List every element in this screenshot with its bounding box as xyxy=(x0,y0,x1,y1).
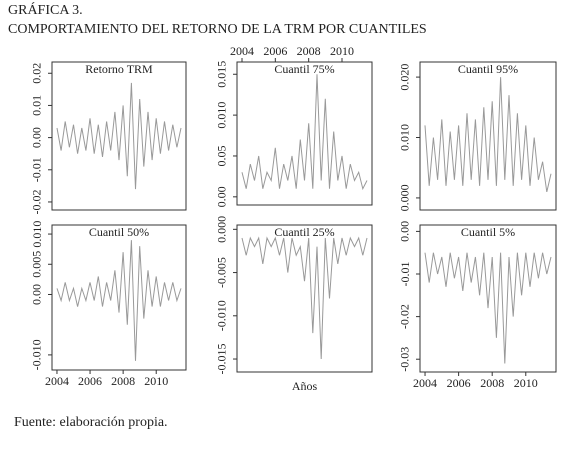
y-tick-label: 0.000 xyxy=(215,216,229,243)
panel-frame xyxy=(51,61,187,211)
y-tick-label: 0.00 xyxy=(30,127,44,148)
x-tick-label: 2006 xyxy=(263,44,287,58)
panel-title: Cuantil 25% xyxy=(274,225,334,239)
y-tick-label: 0.010 xyxy=(398,124,412,151)
series-line xyxy=(56,82,182,190)
y-tick-label: 0.02 xyxy=(30,63,44,84)
panel-frame xyxy=(419,224,557,373)
y-tick-label: -0.02 xyxy=(398,304,412,329)
panel-frame xyxy=(419,61,557,211)
y-tick-label: -0.01 xyxy=(30,157,44,182)
x-tick-label: 2006 xyxy=(78,374,102,388)
panel-title: Cuantil 95% xyxy=(458,62,518,76)
y-tick-label: 0.015 xyxy=(215,61,229,88)
y-tick-label: 0.010 xyxy=(215,102,229,129)
x-axis-label: Años xyxy=(292,379,318,393)
panel-title: Cuantil 5% xyxy=(461,225,515,239)
y-tick-label: -0.01 xyxy=(398,262,412,287)
figure-number: GRÁFICA 3. xyxy=(8,1,83,18)
source-note: Fuente: elaboración propia. xyxy=(14,415,168,430)
y-tick-label: 0.000 xyxy=(398,184,412,211)
x-tick-label: 2004 xyxy=(230,44,254,58)
panel-frame xyxy=(51,224,187,371)
y-tick-label: 0.020 xyxy=(398,64,412,91)
x-tick-label: 2010 xyxy=(514,376,538,390)
x-tick-label: 2010 xyxy=(144,374,168,388)
y-tick-label: -0.010 xyxy=(30,339,44,370)
y-tick-label: 0.00 xyxy=(215,186,229,207)
series-line xyxy=(241,74,368,191)
series-line xyxy=(241,236,368,360)
y-tick-label: -0.010 xyxy=(215,300,229,331)
panel-title: Retorno TRM xyxy=(85,62,153,76)
x-tick-label: 2004 xyxy=(413,376,437,390)
y-tick-label: 0.00 xyxy=(30,284,44,305)
x-tick-label: 2008 xyxy=(111,374,135,388)
series-line xyxy=(424,77,552,193)
y-tick-label: 0.00 xyxy=(398,221,412,242)
x-tick-label: 2008 xyxy=(297,44,321,58)
x-tick-label: 2006 xyxy=(447,376,471,390)
x-tick-label: 2008 xyxy=(480,376,504,390)
y-tick-label: -0.015 xyxy=(215,344,229,375)
y-tick-label: -0.03 xyxy=(398,347,412,372)
x-tick-label: 2010 xyxy=(330,44,354,58)
panel-title: Cuantil 50% xyxy=(89,225,149,239)
x-tick-label: 2004 xyxy=(45,374,69,388)
panel-frame xyxy=(236,224,373,373)
panel-title: Cuantil 75% xyxy=(274,62,334,76)
panel-frame xyxy=(236,61,373,206)
y-tick-label: 0.05 xyxy=(215,145,229,166)
figure-title: COMPORTAMIENTO DEL RETORNO DE LA TRM POR… xyxy=(8,22,427,37)
series-line xyxy=(56,240,182,361)
y-tick-label: 0.005 xyxy=(30,251,44,278)
series-line xyxy=(424,252,552,364)
y-tick-label: 0.01 xyxy=(30,95,44,116)
y-tick-label: -0.005 xyxy=(215,257,229,288)
y-tick-label: -0.02 xyxy=(30,189,44,214)
y-tick-label: 0.010 xyxy=(30,221,44,248)
